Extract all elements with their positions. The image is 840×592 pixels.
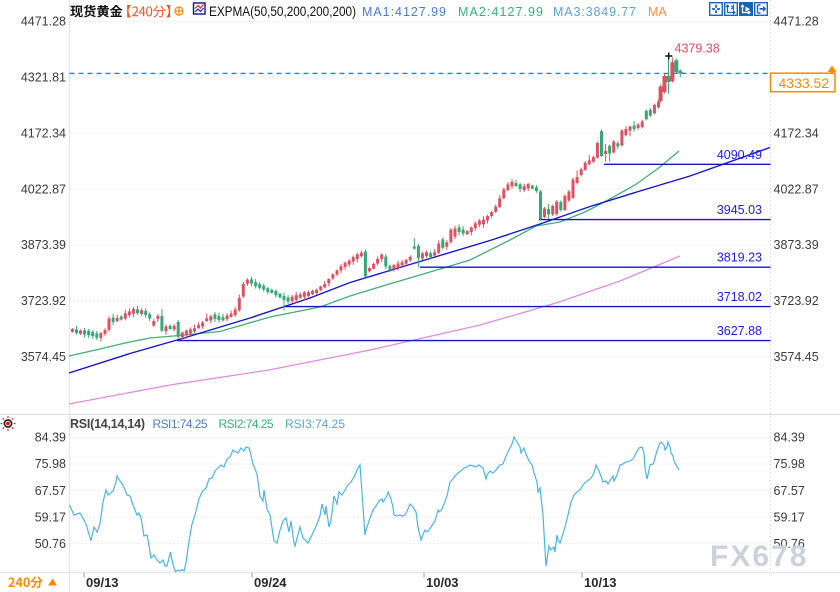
svg-text:50.76: 50.76 <box>774 537 805 551</box>
svg-text:4022.87: 4022.87 <box>774 182 819 196</box>
svg-text:3873.39: 3873.39 <box>21 238 66 252</box>
svg-text:59.17: 59.17 <box>35 510 66 524</box>
svg-text:MA2:4127.99: MA2:4127.99 <box>458 5 543 19</box>
svg-text:10/03: 10/03 <box>426 575 459 590</box>
svg-text:RSI1:74.25: RSI1:74.25 <box>153 417 208 431</box>
svg-text:3945.03: 3945.03 <box>717 203 762 217</box>
svg-text:3718.02: 3718.02 <box>717 290 762 304</box>
svg-text:4321.81: 4321.81 <box>21 71 66 85</box>
svg-text:75.98: 75.98 <box>35 457 66 471</box>
svg-text:4471.28: 4471.28 <box>774 15 819 29</box>
svg-text:FX678: FX678 <box>710 540 808 573</box>
svg-text:3723.92: 3723.92 <box>774 294 819 308</box>
svg-text:4379.38: 4379.38 <box>675 42 720 56</box>
svg-text:MA1:4127.99: MA1:4127.99 <box>362 5 446 19</box>
svg-text:67.57: 67.57 <box>35 484 66 498</box>
svg-text:59.17: 59.17 <box>774 510 805 524</box>
svg-text:3574.45: 3574.45 <box>21 350 66 364</box>
svg-text:50.76: 50.76 <box>35 537 66 551</box>
svg-text:4333.52: 4333.52 <box>779 75 830 91</box>
svg-text:MA: MA <box>648 5 667 19</box>
svg-text:RSI(14,14,14): RSI(14,14,14) <box>70 417 145 431</box>
svg-text:4090.49: 4090.49 <box>717 148 762 162</box>
svg-text:10/13: 10/13 <box>584 575 617 590</box>
svg-text:3873.39: 3873.39 <box>774 238 819 252</box>
svg-text:3627.88: 3627.88 <box>717 324 762 338</box>
svg-text:3819.23: 3819.23 <box>717 251 762 265</box>
svg-text:MA3:3849.77: MA3:3849.77 <box>553 5 636 19</box>
svg-text:RSI2:74.25: RSI2:74.25 <box>219 417 274 431</box>
svg-text:3574.45: 3574.45 <box>774 350 819 364</box>
svg-text:67.57: 67.57 <box>774 484 805 498</box>
svg-text:4471.28: 4471.28 <box>21 15 66 29</box>
svg-text:EXPMA(50,50,200,200,200): EXPMA(50,50,200,200,200) <box>209 4 356 19</box>
svg-text:09/24: 09/24 <box>254 575 287 590</box>
svg-text:09/13: 09/13 <box>86 575 119 590</box>
svg-text:4022.87: 4022.87 <box>21 182 66 196</box>
svg-text:84.39: 84.39 <box>774 431 805 445</box>
svg-text:4172.34: 4172.34 <box>774 126 819 140</box>
svg-text:RSI3:74.25: RSI3:74.25 <box>285 417 345 431</box>
svg-text:3723.92: 3723.92 <box>21 294 66 308</box>
svg-text:75.98: 75.98 <box>774 457 805 471</box>
svg-text:4172.34: 4172.34 <box>21 126 66 140</box>
svg-text:84.39: 84.39 <box>35 431 66 445</box>
